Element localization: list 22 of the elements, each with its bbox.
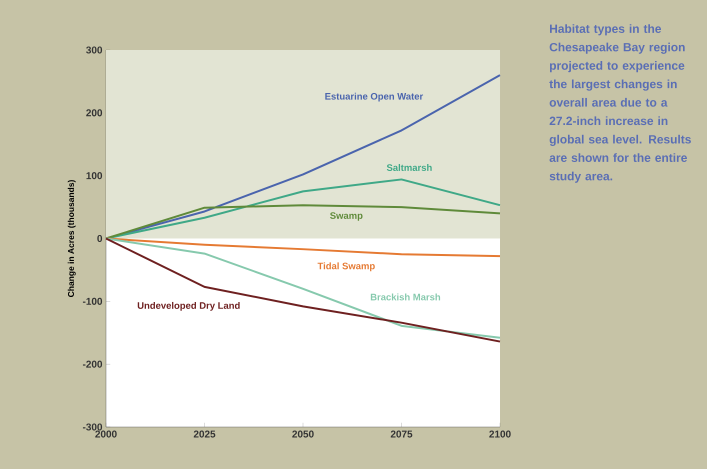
y-tick-label: 300	[86, 46, 102, 54]
series-label: Swamp	[330, 212, 363, 221]
y-tick-label: -200	[82, 360, 102, 368]
line-series	[105, 238, 502, 258]
y-tick-label: -100	[82, 298, 102, 305]
y-tick-label: 100	[86, 172, 102, 180]
series-label: Saltmarsh	[386, 164, 432, 171]
series-label: Undeveloped Dry Land	[138, 302, 240, 311]
y-tick-label: -300	[82, 423, 102, 431]
line-series	[105, 204, 502, 240]
x-tick-label: 2075	[390, 430, 412, 438]
x-tick-label: 2050	[292, 430, 314, 438]
series-label: Estuarine Open Water	[325, 92, 424, 102]
series-label: Tidal Swamp	[318, 262, 375, 272]
y-tick-label: 200	[86, 109, 102, 116]
text: Habitat types in the Chesapeake Bay region projected to experience the largest changes in overall area due to a 27.2-inch increase in global sea level. Results are shown for the entire study area.	[549, 24, 691, 183]
x-tick-label: 2025	[194, 430, 216, 438]
x-tick-label: 2100	[489, 430, 511, 438]
y-axis-title: Change in Acres (thousands)	[68, 180, 76, 297]
series-label: Brackish Marsh	[370, 293, 440, 300]
x-tick-label: 2000	[95, 430, 117, 438]
y-tick-label: 0	[97, 234, 102, 242]
